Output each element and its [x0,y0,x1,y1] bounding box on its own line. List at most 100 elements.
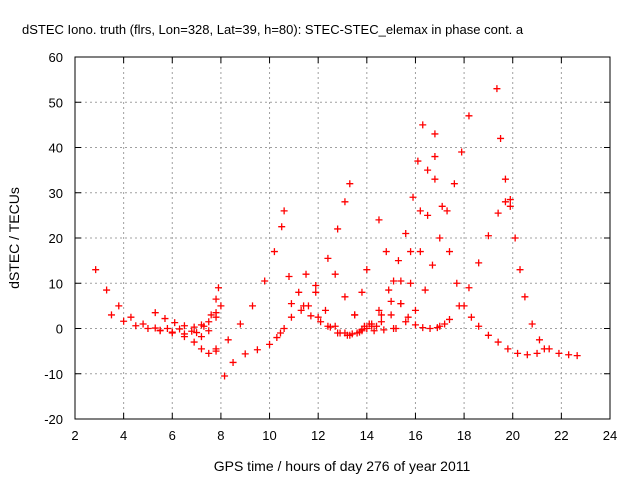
y-tick-label: 30 [49,186,63,201]
data-point [426,325,434,332]
data-point [484,331,492,339]
data-point [132,322,140,330]
series-16 [392,112,473,332]
data-point [224,336,232,344]
data-point [276,329,284,337]
data-point [321,306,329,314]
data-point [380,326,388,334]
data-point [368,320,376,328]
series-10 [287,180,354,321]
data-point [144,325,152,332]
data-point [285,272,293,280]
data-point [385,286,393,294]
data-point [416,207,424,215]
data-point [573,352,581,360]
y-axis-label: dSTEC / TECUs [6,187,22,289]
data-point [261,277,269,285]
data-point [363,266,371,274]
data-point [180,322,188,330]
series-6 [212,207,288,355]
data-point [334,225,342,233]
series-1 [92,266,225,341]
data-point [346,180,354,188]
x-tick-label: 12 [311,428,325,443]
y-tick-label: -20 [44,412,63,427]
data-point [506,196,514,204]
x-tick-label: 16 [408,428,422,443]
x-tick-label: 2 [71,428,78,443]
chart-title: dSTEC Iono. truth (flrs, Lon=328, Lat=39… [22,22,524,37]
data-point [221,372,229,380]
data-point [484,232,492,240]
data-point [506,202,514,210]
data-point [190,338,198,346]
data-point [528,320,536,328]
data-point [212,309,220,317]
data-point [139,320,147,328]
data-point [565,351,573,359]
data-point [390,277,398,285]
data-point [197,333,205,341]
data-point [205,327,213,335]
data-point [516,266,524,274]
series-2 [107,284,222,338]
data-point [438,202,446,210]
data-point [324,254,332,262]
data-point [501,198,509,206]
x-tick-label: 8 [217,428,224,443]
x-axis-label: GPS time / hours of day 276 of year 2011 [214,458,471,474]
data-point [358,325,366,333]
series-13 [346,121,427,339]
data-point [297,306,305,314]
data-point [156,326,164,334]
data-point [207,311,215,319]
data-point [494,338,502,346]
x-tick-label: 10 [262,428,276,443]
data-point [273,334,281,342]
data-point [348,330,356,338]
data-point [377,318,385,326]
data-point [535,336,543,344]
data-point [331,270,339,278]
data-point [458,148,466,156]
data-point [394,257,402,265]
data-point [387,311,395,319]
series-8 [287,300,344,337]
series-15 [358,130,439,333]
data-point [407,279,415,287]
data-point [205,318,213,326]
x-tick-label: 22 [554,428,568,443]
data-point [190,323,198,331]
data-point [465,112,473,120]
data-point [493,85,501,93]
data-point [555,349,563,357]
data-point [475,322,483,330]
data-point [397,300,405,308]
data-point [421,286,429,294]
data-point [161,315,169,323]
series-3 [151,309,220,331]
series-5 [221,325,288,380]
data-point [419,324,427,332]
data-point [375,216,383,224]
data-point [312,282,320,290]
data-point [107,311,115,319]
data-point [287,300,295,308]
data-point [341,293,349,301]
data-point [431,153,439,161]
series-18 [436,196,514,330]
data-point [171,319,179,327]
data-point [402,318,410,326]
x-tick-label: 24 [603,428,617,443]
data-point [314,313,322,321]
data-point [446,248,453,256]
data-point [431,175,439,183]
x-axis-ticks: 2 4 6 8 10 12 14 16 18 20 22 24 [71,57,617,443]
data-point [407,248,415,256]
data-point [382,248,390,256]
data-point [392,325,400,332]
data-point [249,302,257,310]
data-point [280,325,288,332]
data-point [414,157,422,165]
